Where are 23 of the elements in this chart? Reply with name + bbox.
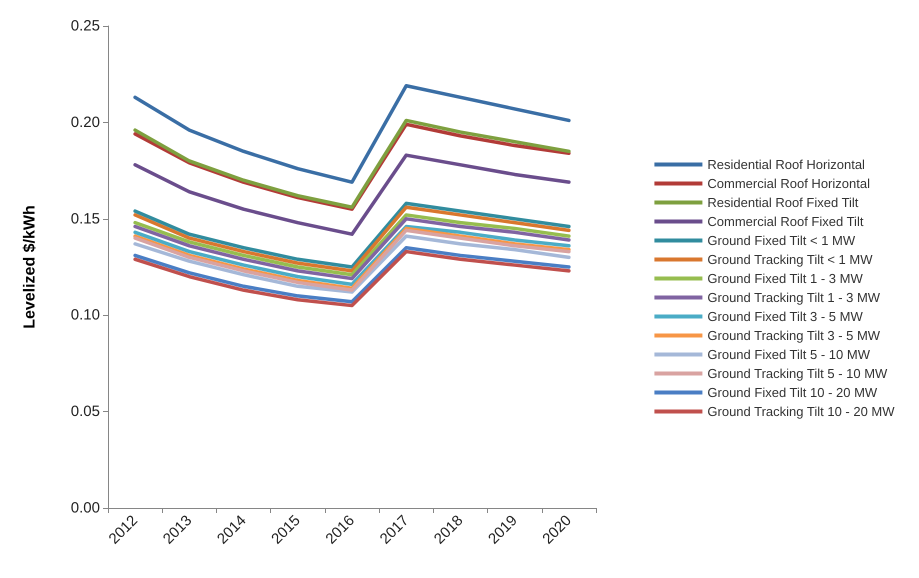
- y-tick-label: 0.10: [70, 306, 100, 324]
- legend-label: Commercial Roof Horizontal: [707, 176, 870, 191]
- line-series: [133, 84, 571, 184]
- legend-label: Commercial Roof Fixed Tilt: [707, 214, 864, 229]
- legend-label: Residential Roof Fixed Tilt: [707, 195, 859, 210]
- legend-label: Ground Fixed Tilt < 1 MW: [707, 233, 856, 248]
- y-axis-title: Levelized $/kWh: [22, 205, 38, 329]
- legend-label: Ground Fixed Tilt 1 - 3 MW: [707, 271, 864, 286]
- line-series: [133, 153, 571, 236]
- legend-label: Ground Tracking Tilt < 1 MW: [707, 252, 874, 267]
- legend-label: Ground Fixed Tilt 10 - 20 MW: [707, 385, 878, 400]
- legend-label: Ground Fixed Tilt 5 - 10 MW: [707, 347, 871, 362]
- legend-label: Ground Tracking Tilt 3 - 5 MW: [707, 328, 881, 343]
- y-tick-label: 0.20: [70, 114, 100, 131]
- y-tick-label: 0.05: [70, 403, 100, 420]
- y-tick-label: 0.25: [70, 18, 100, 34]
- legend-label: Ground Tracking Tilt 10 - 20 MW: [707, 404, 896, 419]
- legend-label: Residential Roof Horizontal: [707, 157, 866, 172]
- legend-label: Ground Tracking Tilt 5 - 10 MW: [707, 366, 888, 381]
- legend-label: Ground Tracking Tilt 1 - 3 MW: [707, 290, 881, 305]
- y-tick-label: 0.15: [70, 210, 100, 228]
- legend-label: Ground Fixed Tilt 3 - 5 MW: [707, 309, 864, 324]
- y-tick-label: 0.00: [70, 500, 100, 516]
